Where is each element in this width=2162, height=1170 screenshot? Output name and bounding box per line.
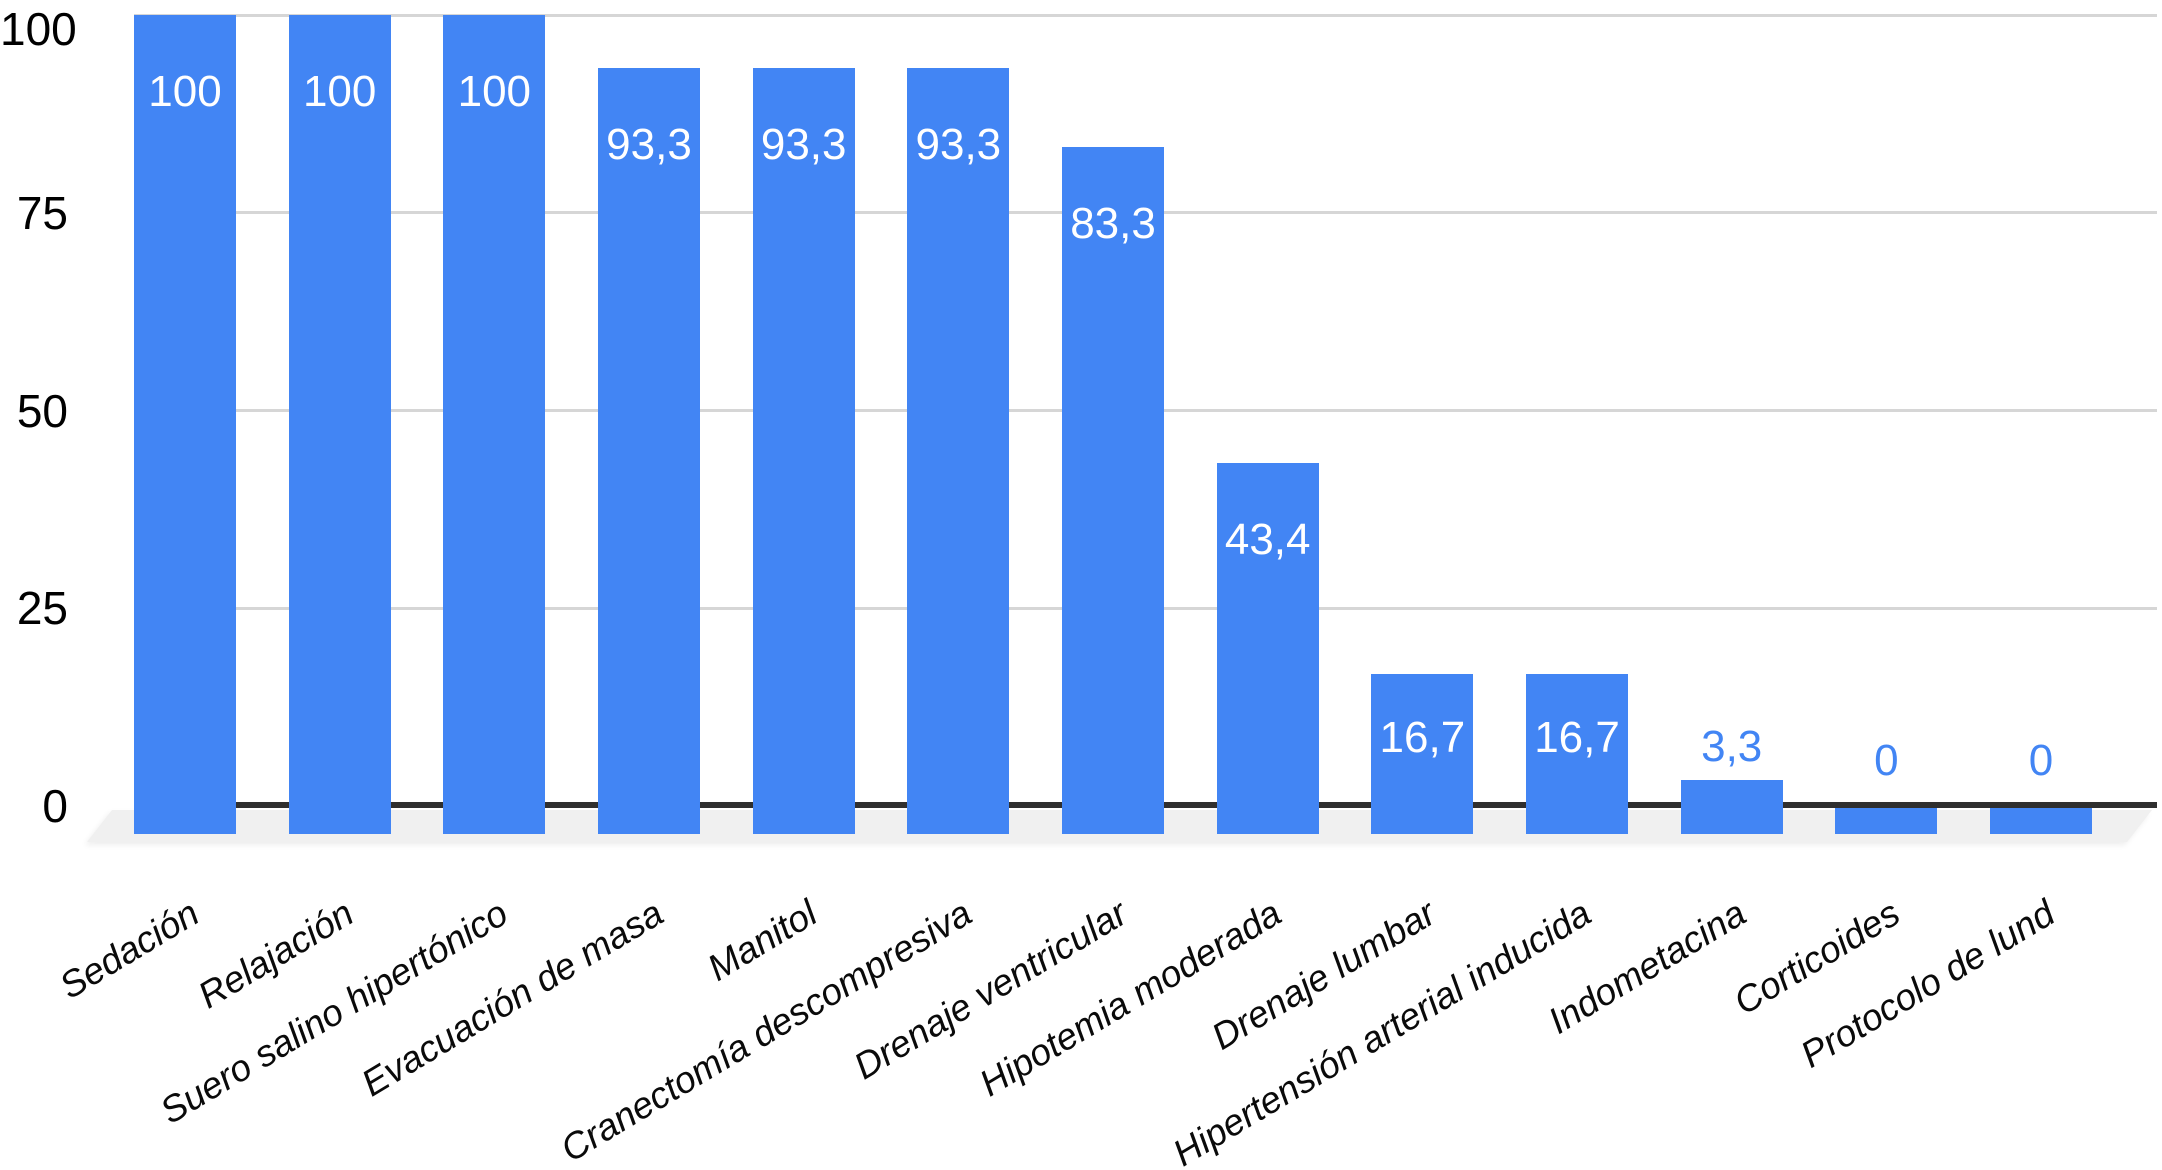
gridline: [134, 13, 2157, 17]
y-tick-label: 25: [16, 582, 68, 635]
bar-value-label: 93,3: [915, 119, 1002, 169]
bar-value-label: 0: [2028, 736, 2054, 785]
bar-7: 83,3: [1062, 147, 1165, 834]
y-tick-label: 50: [16, 384, 68, 437]
bar-value-label: 43,4: [1224, 514, 1311, 564]
bar-8: 43,4: [1216, 462, 1319, 834]
bar-11: [1680, 779, 1783, 834]
bar-2: 100: [288, 15, 391, 834]
bar-value-label: 93,3: [760, 119, 847, 169]
bar-13: [1990, 808, 2093, 834]
y-tick-label: 0: [42, 780, 68, 832]
bar-value-label: 16,7: [1379, 712, 1466, 762]
bar-value-label: 0: [1874, 736, 1899, 785]
category-label: Sedación: [52, 892, 206, 1007]
bar-value-label: 100: [457, 67, 532, 116]
bar-value-label: 83,3: [1070, 199, 1156, 249]
bar-6: 93,3: [907, 67, 1010, 834]
bar-4: 93,3: [598, 67, 700, 834]
category-label: Manitol: [700, 892, 825, 989]
bar-1: 100: [134, 15, 236, 834]
bar-value-label: 3,3: [1701, 721, 1763, 771]
y-tick-label: 75: [16, 186, 68, 239]
bar-value-label: 93,3: [606, 119, 692, 169]
category-label: Protocolo de lund: [1793, 892, 2062, 1076]
bar-12: [1835, 808, 1938, 834]
bar-3: 100: [443, 15, 546, 834]
bar-value-label: 16,7: [1534, 712, 1620, 762]
y-tick-label: 100: [0, 3, 77, 55]
bar-5: 93,3: [752, 67, 855, 834]
bar-value-label: 100: [148, 67, 222, 116]
bar-10: 16,7: [1526, 673, 1629, 834]
bar-9: 16,7: [1371, 673, 1474, 834]
bar-value-label: 100: [302, 67, 377, 116]
